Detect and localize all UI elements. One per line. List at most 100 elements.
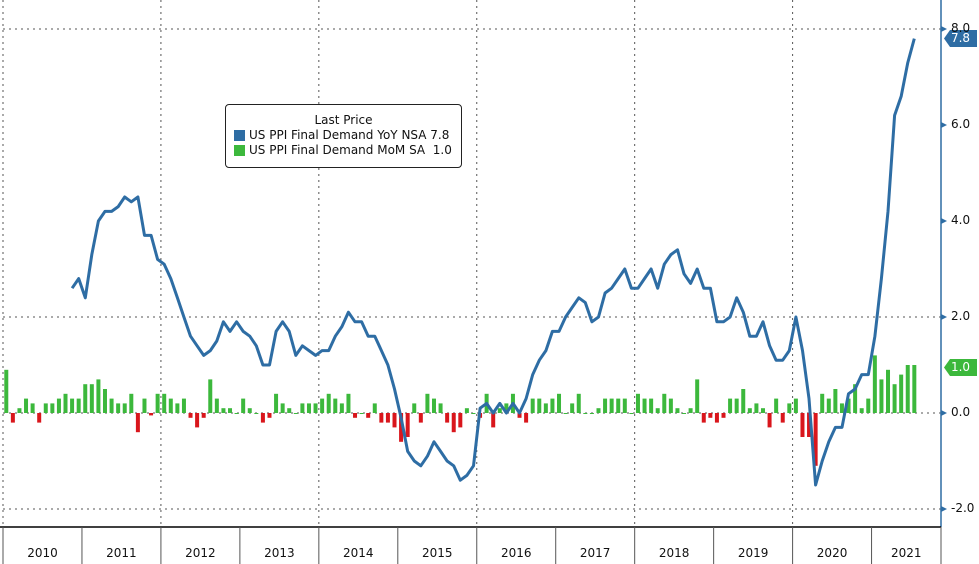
- bar-mom: [589, 413, 594, 414]
- legend-title: Last Price: [314, 113, 373, 127]
- bar-mom: [155, 393, 160, 413]
- bar-mom: [754, 403, 759, 413]
- line-yoy: [70, 38, 916, 487]
- bar-mom: [405, 413, 410, 437]
- last-value-tag-mom: 1.0: [944, 359, 977, 376]
- bar-mom: [760, 408, 765, 413]
- bar-mom: [826, 398, 831, 413]
- bar-mom: [524, 413, 529, 423]
- bar-mom: [537, 398, 542, 413]
- bar-mom: [181, 398, 186, 413]
- bar-mom: [596, 408, 601, 413]
- bar-mom: [392, 413, 397, 428]
- bar-mom: [747, 408, 752, 413]
- legend-label: US PPI Final Demand YoY NSA: [249, 128, 427, 142]
- x-tick-label: 2016: [500, 546, 532, 560]
- bar-mom: [905, 365, 910, 413]
- bar-mom: [254, 413, 259, 414]
- bar-mom: [649, 398, 654, 413]
- bar-mom: [188, 413, 193, 418]
- bar-mom: [24, 398, 29, 413]
- bar-mom: [504, 403, 509, 413]
- bar-mom: [635, 393, 640, 413]
- bar-mom: [491, 413, 496, 428]
- bar-mom: [83, 384, 88, 413]
- bar-mom: [287, 408, 292, 413]
- bar-mom: [603, 398, 608, 413]
- bar-mom: [346, 393, 351, 413]
- bar-mom: [293, 413, 298, 414]
- bar-mom: [418, 413, 423, 423]
- y-tick-label: 8.0: [951, 21, 971, 35]
- bar-mom: [517, 413, 522, 418]
- bar-mom: [399, 413, 404, 442]
- bar-mom: [557, 393, 562, 413]
- bar-mom: [89, 384, 94, 413]
- bar-mom: [109, 398, 114, 413]
- bar-mom: [274, 393, 279, 413]
- bar-mom: [675, 408, 680, 413]
- bar-mom: [622, 398, 627, 413]
- bar-mom: [431, 398, 436, 413]
- bar-mom: [570, 403, 575, 413]
- x-tick-label: 2010: [27, 546, 58, 560]
- bar-mom: [149, 413, 154, 416]
- bar-mom: [846, 398, 851, 413]
- bar-mom: [96, 379, 101, 413]
- bar-mom: [30, 403, 35, 413]
- bar-mom: [655, 408, 660, 413]
- bar-mom: [695, 379, 700, 413]
- bar-mom: [714, 413, 719, 423]
- bar-mom: [839, 403, 844, 413]
- bar-mom: [563, 413, 568, 414]
- bar-mom: [774, 398, 779, 413]
- bar-mom: [425, 393, 430, 413]
- bar-mom: [326, 393, 331, 413]
- bar-mom: [241, 398, 246, 413]
- y-tick-label: 6.0: [951, 117, 971, 131]
- bar-mom: [201, 413, 206, 418]
- y-tick: [941, 26, 947, 32]
- bar-mom: [306, 403, 311, 413]
- bar-mom: [56, 398, 61, 413]
- x-tick-label: 2015: [421, 546, 453, 560]
- legend-label: US PPI Final Demand MoM SA: [249, 143, 426, 157]
- x-tick-label: 2014: [343, 546, 374, 560]
- bar-mom: [313, 403, 318, 413]
- bar-mom: [43, 403, 48, 413]
- bar-mom: [359, 413, 364, 414]
- bar-mom: [543, 403, 548, 413]
- x-tick-label: 2017: [579, 546, 611, 560]
- x-tick-label: 2018: [658, 546, 690, 560]
- bar-mom: [4, 369, 9, 413]
- legend: Last Price US PPI Final Demand YoY NSA 7…: [225, 104, 462, 168]
- bar-mom: [682, 413, 687, 414]
- bar-mom: [175, 403, 180, 413]
- bar-mom: [333, 398, 338, 413]
- bar-mom: [708, 413, 713, 418]
- bar-mom: [102, 389, 107, 413]
- bar-mom: [464, 408, 469, 413]
- bar-mom: [122, 403, 127, 413]
- bar-mom: [813, 413, 818, 466]
- bar-mom: [228, 408, 233, 413]
- bar-mom: [50, 403, 55, 413]
- bar-mom: [458, 413, 463, 428]
- y-tick: [941, 218, 947, 224]
- bar-mom: [741, 389, 746, 413]
- bar-mom: [339, 403, 344, 413]
- bar-mom: [833, 389, 838, 413]
- y-tick: [941, 122, 947, 128]
- bar-mom: [267, 413, 272, 418]
- bar-mom: [662, 393, 667, 413]
- bar-mom: [37, 413, 42, 423]
- bar-mom: [721, 413, 726, 418]
- legend-swatch-blue: [234, 129, 245, 141]
- legend-value: 1.0: [432, 143, 452, 157]
- bar-mom: [260, 413, 265, 423]
- bar-mom: [642, 398, 647, 413]
- bar-mom: [609, 398, 614, 413]
- bar-mom: [616, 398, 621, 413]
- bar-mom: [583, 413, 588, 414]
- bar-mom: [668, 398, 673, 413]
